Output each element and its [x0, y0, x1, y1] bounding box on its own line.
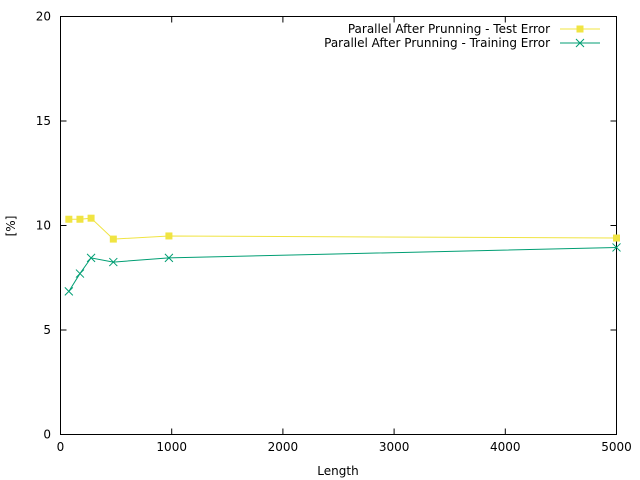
data-point: [76, 215, 84, 223]
data-point: [64, 286, 74, 296]
data-point: [87, 214, 95, 222]
series-2: [64, 243, 621, 296]
data-point: [75, 269, 85, 278]
x-tick-label: 4000: [490, 440, 521, 454]
y-tick-label: 5: [43, 323, 51, 337]
x-tick-label: 2000: [268, 440, 299, 454]
x-tick-label: 5000: [601, 440, 632, 454]
series-layer: [64, 214, 621, 296]
series-line: [68, 246, 617, 292]
legend-label: Parallel After Prunning - Training Error: [324, 36, 550, 50]
data-point: [164, 253, 174, 263]
series-1: [65, 214, 620, 243]
data-point: [108, 257, 118, 267]
x-tick-label: 3000: [379, 440, 410, 454]
y-axis-label: [%]: [4, 216, 18, 237]
data-point: [613, 234, 620, 242]
data-point: [165, 232, 173, 240]
y-tick-label: 20: [36, 10, 51, 24]
data-point: [612, 243, 621, 252]
y-tick-label: 0: [43, 428, 51, 442]
data-point: [65, 215, 73, 223]
x-tick-label: 0: [57, 440, 65, 454]
plot-frame: [60, 16, 617, 435]
y-tick-label: 10: [36, 219, 51, 233]
x-tick-label: 1000: [156, 440, 187, 454]
x-axis-label: Length: [317, 464, 358, 478]
legend-swatch-marker: [576, 25, 584, 33]
data-point: [109, 235, 117, 243]
legend: Parallel After Prunning - Test ErrorPara…: [324, 22, 600, 50]
legend-swatch-marker: [575, 38, 585, 48]
data-point: [86, 253, 96, 263]
legend-item: Parallel After Prunning - Test Error: [348, 22, 600, 36]
legend-item: Parallel After Prunning - Training Error: [324, 36, 600, 50]
y-tick-label: 15: [36, 114, 51, 128]
series-line: [68, 217, 617, 240]
legend-label: Parallel After Prunning - Test Error: [348, 22, 550, 36]
axis-ticks: 0 1000 2000 3000 4000 5000 0 5 10 15 20: [36, 10, 632, 455]
